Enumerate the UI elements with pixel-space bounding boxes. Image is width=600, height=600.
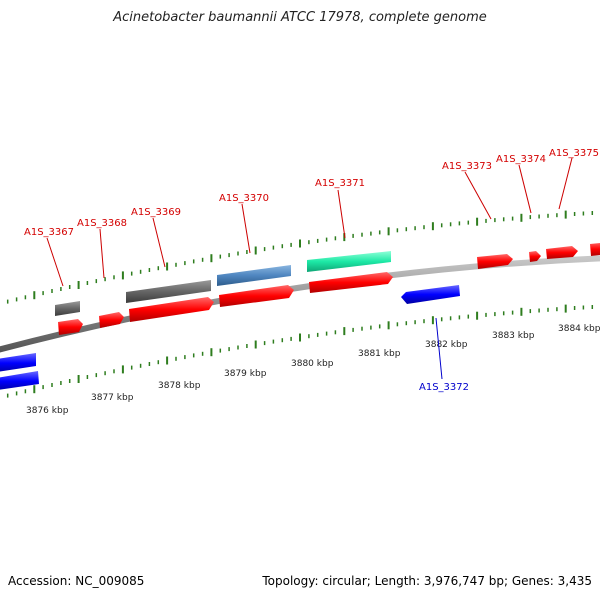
gene-label-A1S_3370: A1S_3370 (219, 193, 269, 204)
gene-red-edge[interactable] (590, 242, 600, 256)
callout-A1S_3368 (99, 228, 105, 279)
gene-A1S_3371[interactable] (309, 272, 393, 293)
gene-label-A1S_3373: A1S_3373 (442, 161, 492, 172)
accession-label: Accession: NC_009085 (8, 574, 145, 588)
tick-label: 3877 kbp (91, 393, 134, 403)
gene-A1S_3372[interactable] (401, 285, 460, 304)
callout-A1S_3367 (46, 237, 64, 287)
callout-A1S_3369 (152, 217, 166, 268)
tick-label: 3882 kbp (425, 340, 468, 350)
feature-teal[interactable] (307, 251, 391, 272)
callout-A1S_3375 (558, 157, 573, 210)
gene-label-A1S_3372: A1S_3372 (419, 382, 469, 393)
tick-label: 3883 kbp (492, 331, 535, 341)
callout-A1S_3370 (241, 203, 251, 254)
gene-A1S_3369[interactable] (129, 297, 214, 322)
tick-label: 3879 kbp (224, 369, 267, 379)
gene-label-A1S_3368: A1S_3368 (77, 218, 127, 229)
callout-A1S_3373 (464, 171, 492, 220)
gene-A1S_3368[interactable] (99, 312, 124, 328)
lower-tick-track (6, 304, 594, 398)
gene-A1S_3367[interactable] (58, 319, 83, 335)
gene-A1S_3374[interactable] (529, 251, 541, 262)
gene-A1S_3373[interactable] (477, 254, 513, 269)
gene-blue-left-2[interactable] (0, 371, 39, 391)
tick-label: 3884 kbp (558, 324, 600, 334)
feature-gray-small[interactable] (55, 301, 80, 316)
gene-A1S_3370[interactable] (219, 285, 294, 307)
map-title: Acinetobacter baumannii ATCC 17978, comp… (113, 10, 487, 25)
gene-blue-left-1[interactable] (0, 353, 36, 373)
feature-gray[interactable] (126, 280, 211, 303)
gene-label-A1S_3367: A1S_3367 (24, 227, 74, 238)
summary-label: Topology: circular; Length: 3,976,747 bp… (262, 574, 592, 588)
callout-A1S_3372 (435, 317, 443, 380)
callout-A1S_3371 (337, 189, 346, 239)
tick-label: 3881 kbp (358, 349, 401, 359)
tick-label: 3878 kbp (158, 381, 201, 391)
feature-steelblue[interactable] (217, 265, 291, 286)
gene-A1S_3375[interactable] (546, 246, 578, 259)
tick-label: 3876 kbp (26, 406, 69, 416)
tick-label: 3880 kbp (291, 359, 334, 369)
gene-label-A1S_3375: A1S_3375 (549, 148, 599, 159)
callout-A1S_3374 (518, 164, 532, 214)
gene-label-A1S_3371: A1S_3371 (315, 178, 365, 189)
gene-label-A1S_3369: A1S_3369 (131, 207, 181, 218)
forward-callouts (46, 157, 573, 287)
gene-label-A1S_3374: A1S_3374 (496, 154, 546, 165)
